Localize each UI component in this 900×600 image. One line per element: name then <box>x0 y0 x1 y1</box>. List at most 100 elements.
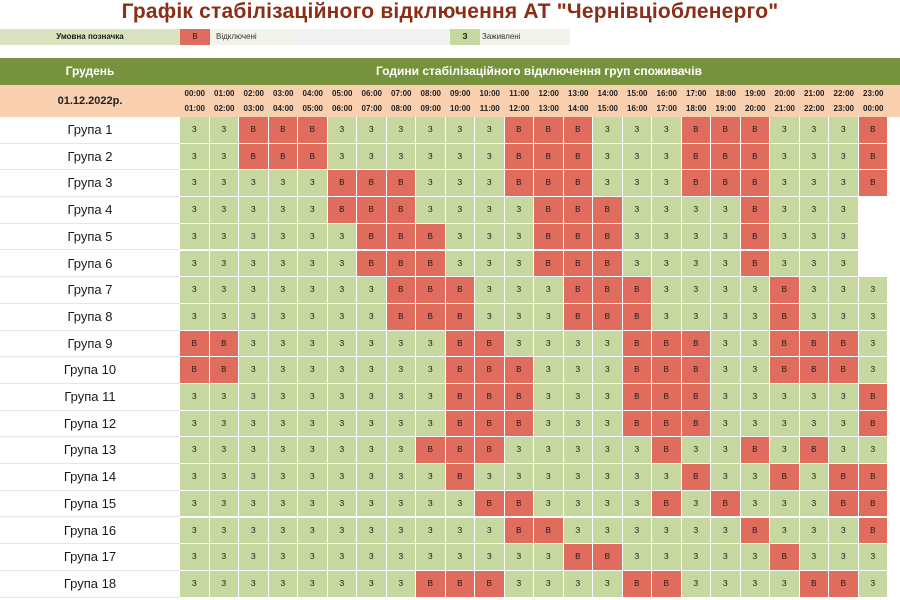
schedule-cell: З <box>357 464 387 491</box>
schedule-cell: В <box>740 170 770 198</box>
hour-header-cell: 19:00 20:00 <box>741 85 771 117</box>
schedule-cell: З <box>298 490 328 518</box>
schedule-cell: З <box>740 464 770 491</box>
table-row: Група 17 З З З З З З З З З З З З З В В З З З З З В З З З <box>0 544 900 571</box>
schedule-cell: З <box>327 277 357 304</box>
schedule-cell: З <box>858 544 888 571</box>
schedule-cell: В <box>239 143 269 171</box>
legend-off-code: В <box>180 29 210 45</box>
group-name: Група 7 <box>0 277 180 304</box>
schedule-cell: З <box>327 490 357 518</box>
schedule-cell: З <box>711 223 741 251</box>
schedule-cell: В <box>652 410 682 438</box>
schedule-cell: З <box>357 330 387 358</box>
schedule-cell: З <box>268 223 298 251</box>
schedule-cell: В <box>681 170 711 198</box>
schedule-cell: З <box>416 117 446 144</box>
schedule-cell: З <box>445 544 475 571</box>
schedule-cell: З <box>416 143 446 171</box>
schedule-cell: З <box>504 570 534 598</box>
schedule-cell: З <box>740 384 770 411</box>
schedule-cell: З <box>504 303 534 331</box>
schedule-cell: В <box>504 490 534 518</box>
schedule-cell: В <box>563 223 593 251</box>
schedule-cell: З <box>563 570 593 598</box>
schedule-cell: З <box>799 170 829 198</box>
group-name: Група 18 <box>0 570 180 598</box>
schedule-cell: З <box>652 544 682 571</box>
schedule-cell: В <box>563 250 593 278</box>
schedule-cell: З <box>445 517 475 545</box>
schedule-cell: В <box>740 223 770 251</box>
schedule-cell: В <box>563 170 593 198</box>
schedule-cell: З <box>681 250 711 278</box>
schedule-cell: З <box>563 437 593 465</box>
schedule-cell: З <box>770 384 800 411</box>
schedule-cell: В <box>386 250 416 278</box>
schedule-cell: З <box>357 277 387 304</box>
schedule-cell: В <box>239 117 269 144</box>
schedule-cell: З <box>652 250 682 278</box>
schedule-cell: З <box>209 384 239 411</box>
hour-header-cell: 09:00 10:00 <box>446 85 476 117</box>
schedule-cell: З <box>770 117 800 144</box>
schedule-cell: З <box>770 437 800 465</box>
schedule-cell: В <box>622 277 652 304</box>
schedule-cell: З <box>534 330 564 358</box>
schedule-cell: В <box>475 490 505 518</box>
schedule-cell: В <box>416 437 446 465</box>
hour-end: 00:00 <box>863 104 884 113</box>
hour-start: 23:00 <box>863 89 884 98</box>
schedule-cell: З <box>652 517 682 545</box>
schedule-cell: З <box>298 170 328 198</box>
schedule-cell: З <box>622 517 652 545</box>
schedule-cell: В <box>504 357 534 384</box>
schedule-cell: В <box>504 170 534 198</box>
schedule-cell: З <box>298 384 328 411</box>
schedule-cell: В <box>681 464 711 491</box>
schedule-cell: В <box>445 384 475 411</box>
schedule-cell: З <box>829 437 859 465</box>
schedule-cell: З <box>711 357 741 384</box>
hour-header-cell: 01:00 02:00 <box>210 85 240 117</box>
schedule-cell: З <box>534 437 564 465</box>
schedule-cell: З <box>180 277 210 304</box>
schedule-cell: З <box>416 197 446 224</box>
schedule-cell: З <box>475 223 505 251</box>
schedule-cell: З <box>445 223 475 251</box>
schedule-cell: З <box>504 330 534 358</box>
schedule-cell: З <box>652 117 682 144</box>
schedule-cell: З <box>681 197 711 224</box>
schedule-cell: З <box>770 570 800 598</box>
schedule-cell: З <box>534 464 564 491</box>
hour-start: 01:00 <box>214 89 235 98</box>
schedule-cell: З <box>504 223 534 251</box>
schedule-cell: З <box>711 277 741 304</box>
hour-header-cell: 17:00 18:00 <box>682 85 712 117</box>
schedule-cell: З <box>475 277 505 304</box>
schedule-cell: З <box>829 117 859 144</box>
schedule-cell: З <box>829 277 859 304</box>
schedule-cell: В <box>563 197 593 224</box>
schedule-cell: В <box>445 570 475 598</box>
hour-end: 20:00 <box>745 104 766 113</box>
schedule-cell: З <box>357 437 387 465</box>
schedule-cell: З <box>829 544 859 571</box>
schedule-cell: З <box>239 410 269 438</box>
schedule-cell: З <box>239 197 269 224</box>
schedule-cell: З <box>180 384 210 411</box>
schedule-cell: З <box>534 490 564 518</box>
schedule-cell: В <box>504 410 534 438</box>
schedule-cell: З <box>504 197 534 224</box>
schedule-cell: З <box>327 544 357 571</box>
hour-header-cell: 12:00 13:00 <box>534 85 564 117</box>
schedule-cell: З <box>799 384 829 411</box>
schedule-cell: З <box>239 490 269 518</box>
schedule-cell: З <box>268 197 298 224</box>
schedule-cell: В <box>593 197 623 224</box>
schedule-cell: В <box>534 197 564 224</box>
schedule-cell: З <box>327 517 357 545</box>
